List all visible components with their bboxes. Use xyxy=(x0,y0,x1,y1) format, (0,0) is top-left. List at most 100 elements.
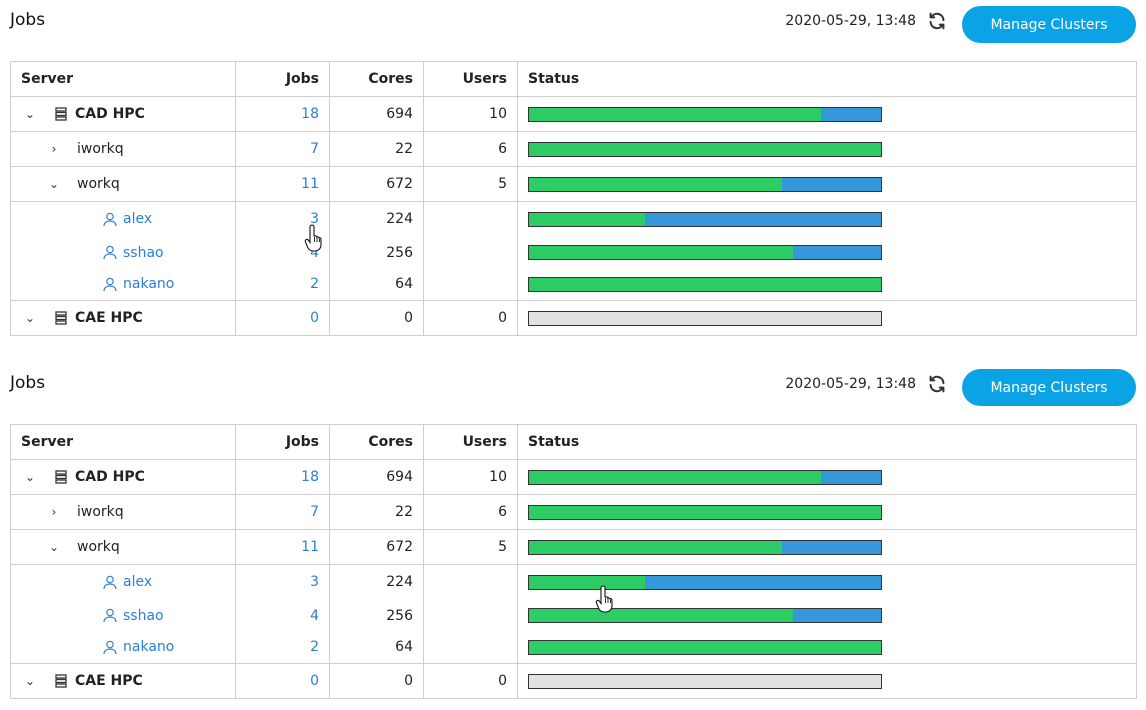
chevron-down-icon[interactable]: ⌄ xyxy=(48,540,60,554)
user-icon xyxy=(103,277,117,291)
status-bar[interactable] xyxy=(528,539,882,555)
column-header-jobs[interactable]: Jobs xyxy=(235,61,330,97)
status-bar-queued xyxy=(782,540,881,554)
last-updated-timestamp: 2020-05-29, 13:48 xyxy=(785,376,916,392)
users-value xyxy=(423,236,518,269)
user-row-sshao: sshao 4 256 xyxy=(10,236,1137,269)
jobs-count-link[interactable]: 11 xyxy=(301,539,319,555)
chevron-down-icon[interactable]: ⌄ xyxy=(24,107,36,121)
status-bar[interactable] xyxy=(528,176,882,192)
chevron-down-icon[interactable]: ⌄ xyxy=(48,177,60,191)
jobs-count-link[interactable]: 2 xyxy=(310,639,319,656)
server-row-cae: ⌄ CAE HPC 0 0 0 xyxy=(10,663,1137,699)
users-value: 0 xyxy=(423,663,518,699)
table-header-row: Server Jobs Cores Users Status xyxy=(10,61,1137,97)
column-header-status: Status xyxy=(517,61,1137,97)
status-bar[interactable] xyxy=(528,673,882,689)
manage-clusters-button[interactable]: Manage Clusters xyxy=(962,6,1136,43)
server-row-cae: ⌄ CAE HPC 0 0 0 xyxy=(10,300,1137,336)
status-bar-queued xyxy=(793,609,881,622)
cores-value: 224 xyxy=(329,201,424,237)
status-bar[interactable] xyxy=(528,504,882,520)
jobs-count-link[interactable]: 7 xyxy=(310,141,319,157)
queue-name: iworkq xyxy=(77,504,124,520)
jobs-count-link[interactable]: 18 xyxy=(301,106,319,122)
chevron-down-icon[interactable]: ⌄ xyxy=(24,311,36,325)
status-bar[interactable] xyxy=(528,245,882,260)
jobs-count-link[interactable]: 4 xyxy=(310,607,319,624)
manage-clusters-button[interactable]: Manage Clusters xyxy=(962,369,1136,406)
users-value xyxy=(423,564,518,600)
cores-value: 672 xyxy=(329,166,424,202)
cores-value: 22 xyxy=(329,494,424,530)
cores-value: 22 xyxy=(329,131,424,167)
status-bar[interactable] xyxy=(528,639,882,655)
status-bar[interactable] xyxy=(528,574,882,590)
column-header-users[interactable]: Users xyxy=(423,61,518,97)
status-bar[interactable] xyxy=(528,211,882,227)
chevron-down-icon[interactable]: ⌄ xyxy=(24,674,36,688)
server-icon xyxy=(55,470,67,484)
user-icon xyxy=(103,608,117,623)
jobs-count-link[interactable]: 4 xyxy=(310,244,319,261)
status-bar[interactable] xyxy=(528,469,882,485)
chevron-right-icon[interactable]: › xyxy=(51,142,57,156)
cores-value: 256 xyxy=(329,599,424,632)
column-header-cores[interactable]: Cores xyxy=(329,424,424,460)
status-bar-running xyxy=(529,246,793,259)
users-value: 0 xyxy=(423,300,518,336)
column-header-jobs[interactable]: Jobs xyxy=(235,424,330,460)
jobs-count-link[interactable]: 3 xyxy=(310,574,319,591)
chevron-down-icon[interactable]: ⌄ xyxy=(24,470,36,484)
user-name-link[interactable]: sshao xyxy=(123,607,164,624)
server-icon xyxy=(55,107,67,121)
server-row-cad: ⌄ CAD HPC 18 694 10 xyxy=(10,459,1137,495)
users-value: 10 xyxy=(423,96,518,132)
status-bar[interactable] xyxy=(528,106,882,122)
cores-value: 0 xyxy=(329,663,424,699)
column-header-status: Status xyxy=(517,424,1137,460)
status-bar-running xyxy=(529,212,646,226)
status-bar-running xyxy=(529,277,881,291)
user-name-link[interactable]: nakano xyxy=(123,639,175,656)
queue-row-workq: ⌄ workq 11 672 5 xyxy=(10,529,1137,565)
queue-row-iworkq: › iworkq 7 22 6 xyxy=(10,131,1137,167)
user-name-link[interactable]: alex xyxy=(123,211,153,228)
user-name-link[interactable]: alex xyxy=(123,574,153,591)
server-name: CAE HPC xyxy=(75,310,143,326)
status-bar[interactable] xyxy=(528,276,882,292)
server-name: CAD HPC xyxy=(75,106,145,122)
column-header-cores[interactable]: Cores xyxy=(329,61,424,97)
status-bar-queued xyxy=(782,177,881,191)
jobs-count-link[interactable]: 11 xyxy=(301,176,319,192)
jobs-table: Server Jobs Cores Users Status ⌄ CAD HPC… xyxy=(10,61,1137,336)
jobs-count-link[interactable]: 7 xyxy=(310,504,319,520)
status-bar[interactable] xyxy=(528,608,882,623)
cores-value: 256 xyxy=(329,236,424,269)
jobs-count-link[interactable]: 0 xyxy=(310,673,319,689)
column-header-users[interactable]: Users xyxy=(423,424,518,460)
user-row-alex: alex 3 224 xyxy=(10,564,1137,600)
refresh-icon[interactable] xyxy=(926,10,948,32)
column-header-server[interactable]: Server xyxy=(10,61,236,97)
column-header-server[interactable]: Server xyxy=(10,424,236,460)
chevron-right-icon[interactable]: › xyxy=(51,505,57,519)
users-value xyxy=(423,599,518,632)
status-bar[interactable] xyxy=(528,141,882,157)
user-name-link[interactable]: nakano xyxy=(123,276,175,293)
status-bar[interactable] xyxy=(528,310,882,326)
jobs-count-link[interactable]: 18 xyxy=(301,469,319,485)
user-name-link[interactable]: sshao xyxy=(123,244,164,261)
refresh-icon[interactable] xyxy=(926,373,948,395)
table-header-row: Server Jobs Cores Users Status xyxy=(10,424,1137,460)
jobs-count-link[interactable]: 0 xyxy=(310,310,319,326)
queue-row-workq: ⌄ workq 11 672 5 xyxy=(10,166,1137,202)
panel-header: Jobs 2020-05-29, 13:48 Manage Clusters xyxy=(0,363,1146,413)
panel-header: Jobs 2020-05-29, 13:48 Manage Clusters xyxy=(0,0,1146,50)
jobs-count-link[interactable]: 3 xyxy=(310,211,319,228)
jobs-count-link[interactable]: 2 xyxy=(310,276,319,293)
panel-title: Jobs xyxy=(10,373,46,393)
cores-value: 694 xyxy=(329,96,424,132)
user-row-sshao: sshao 4 256 xyxy=(10,599,1137,632)
users-value: 10 xyxy=(423,459,518,495)
